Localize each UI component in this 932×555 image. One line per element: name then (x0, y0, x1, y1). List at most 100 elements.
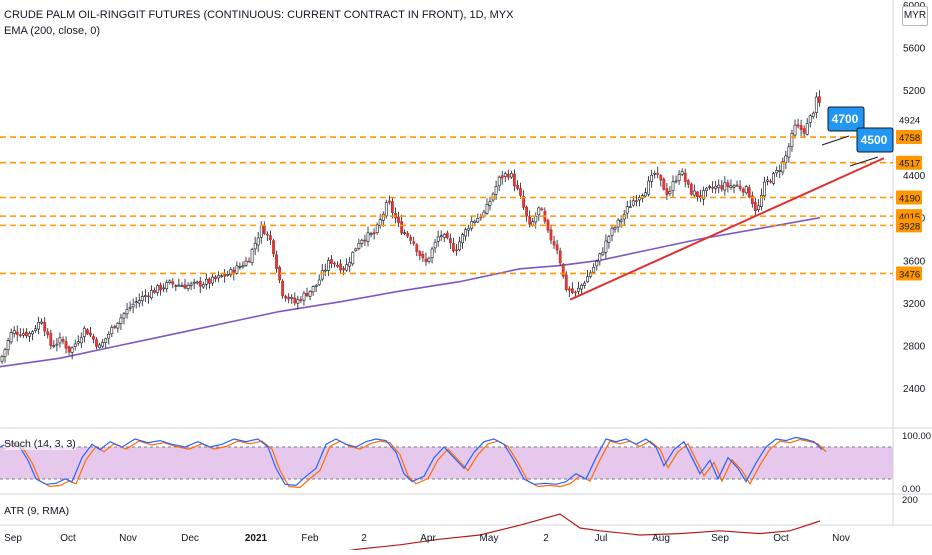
candle-down (445, 232, 449, 239)
candle-up (616, 219, 620, 228)
candle-down (540, 208, 544, 211)
candle-up (384, 202, 388, 217)
price-tick-label: 4400 (903, 171, 926, 182)
candle-down (305, 292, 309, 297)
candle-down (455, 249, 458, 252)
candle-up (256, 237, 260, 246)
candle-up (238, 265, 242, 268)
candle-up (323, 269, 327, 272)
candle-up (201, 284, 205, 288)
candle-down (512, 173, 516, 187)
candle-down (525, 206, 529, 217)
candle-up (195, 281, 199, 284)
candle-down (686, 180, 690, 185)
candle-up (784, 155, 788, 163)
candle-up (628, 206, 632, 208)
candle-up (488, 201, 492, 206)
candle-up (70, 347, 74, 353)
candle-down (558, 250, 562, 264)
candle-down (18, 334, 22, 337)
candle-up (244, 260, 248, 266)
candle-down (64, 341, 68, 349)
candle-down (549, 229, 553, 241)
candle-down (769, 180, 773, 183)
candle-up (311, 286, 315, 293)
candle-up (473, 220, 477, 223)
candle-down (711, 187, 715, 189)
candle-up (476, 218, 480, 223)
candle-down (479, 216, 483, 219)
candle-up (650, 174, 654, 182)
candle-up (717, 184, 721, 188)
ema-200-line (0, 216, 821, 368)
level-price-tag (896, 130, 922, 145)
candle-down (299, 299, 303, 302)
callout-4700-pointer (821, 135, 850, 146)
candle-down (726, 182, 730, 187)
ema-indicator-label: EMA (200, close, 0) (4, 25, 100, 37)
candle-down (500, 175, 504, 179)
callout-4500-label: 4500 (861, 133, 888, 147)
candle-down (153, 289, 156, 293)
price-tick-label: 3200 (903, 299, 926, 310)
candle-down (799, 125, 803, 130)
candle-up (613, 227, 617, 230)
atr-line (304, 513, 821, 555)
candle-up (778, 170, 782, 172)
candle-down (552, 241, 556, 246)
candle-down (519, 188, 522, 196)
currency-badge[interactable]: MYR (902, 6, 928, 26)
candle-up (360, 239, 364, 244)
candle-up (637, 197, 641, 201)
candle-down (406, 233, 410, 237)
candle-down (46, 331, 50, 335)
candle-down (522, 196, 526, 208)
callout-4700-box (827, 106, 865, 132)
candle-down (720, 185, 724, 190)
candle-up (674, 180, 678, 183)
candle-down (741, 188, 745, 193)
candle-up (21, 333, 25, 336)
candle-down (281, 280, 285, 297)
candle-down (683, 172, 687, 182)
candle-down (275, 254, 278, 269)
candle-up (598, 253, 602, 262)
candle-down (24, 331, 28, 337)
candle-up (732, 185, 736, 188)
candle-down (198, 280, 202, 287)
candle-up (775, 170, 779, 174)
level-price-tag (896, 190, 922, 205)
candle-up (253, 243, 257, 250)
candle-up (759, 195, 763, 208)
candle-down (247, 260, 251, 263)
candle-up (37, 321, 41, 330)
candle-down (329, 259, 333, 264)
candle-down (750, 195, 754, 204)
candle-down (634, 200, 638, 202)
candle-up (12, 330, 16, 335)
candle-up (692, 190, 696, 196)
candle-up (586, 276, 590, 283)
x-tick-label: 2 (361, 533, 367, 544)
candle-up (0, 356, 4, 362)
x-tick-label: Dec (181, 533, 199, 544)
candle-down (336, 264, 339, 267)
candle-up (296, 299, 300, 304)
stoch-tick-label: 100.00 (902, 431, 931, 442)
x-tick-label: Oct (60, 533, 76, 544)
candle-down (561, 263, 565, 277)
candle-down (421, 254, 425, 259)
candle-up (766, 179, 769, 182)
candle-up (467, 228, 471, 231)
level-price-label: 4190 (899, 193, 920, 204)
candle-up (119, 317, 123, 324)
candle-up (610, 227, 614, 236)
last-price-label: 4924 (899, 115, 920, 126)
candle-up (583, 282, 587, 286)
level-price-label: 3476 (899, 269, 920, 280)
candle-up (140, 296, 144, 301)
candle-up (366, 232, 370, 242)
price-tick-label: 3600 (903, 256, 926, 267)
